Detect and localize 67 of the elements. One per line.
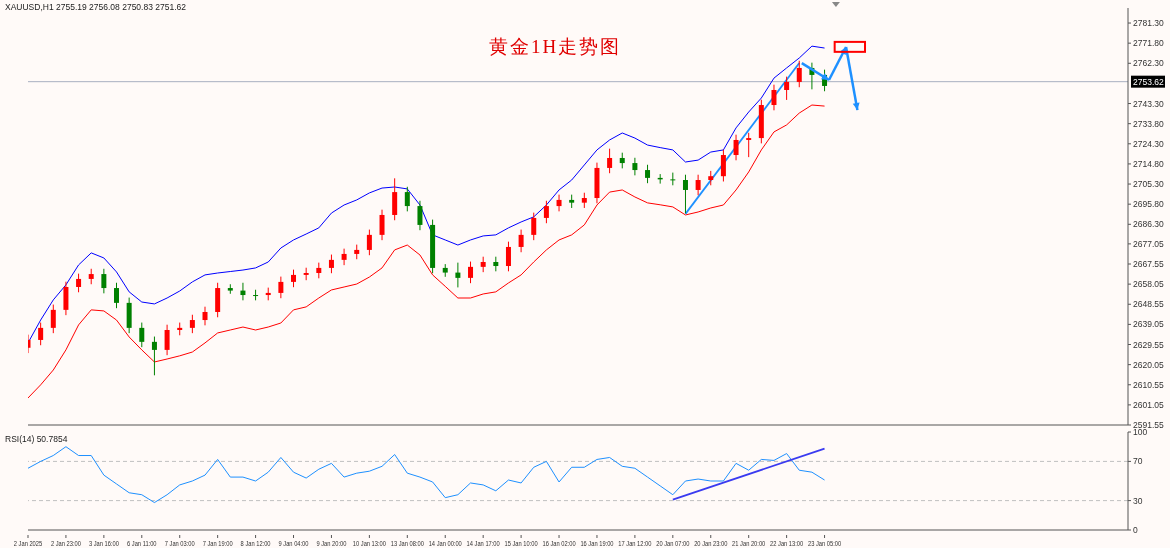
- candlestick: [682, 174, 688, 214]
- y-tick-label: 2695.80: [1133, 199, 1164, 210]
- y-tick-label: 2667.55: [1133, 259, 1164, 270]
- y-tick-label: 2629.55: [1133, 339, 1164, 350]
- candlestick: [215, 282, 221, 318]
- candlestick: [202, 306, 208, 326]
- candlestick: [796, 60, 802, 88]
- y-tick-label: 2601.05: [1133, 399, 1164, 410]
- candlestick: [556, 194, 562, 212]
- candlestick: [379, 209, 385, 241]
- candlestick: [518, 229, 524, 253]
- candlestick: [784, 76, 790, 101]
- candlestick: [114, 282, 120, 309]
- y-tick-label: 2610.55: [1133, 379, 1164, 390]
- candlestick: [341, 248, 347, 266]
- y-tick-label: 2714.80: [1133, 158, 1164, 169]
- y-tick-label: 2686.30: [1133, 219, 1164, 230]
- candlestick: [278, 276, 284, 299]
- y-tick-label: 2648.55: [1133, 299, 1164, 310]
- candlestick: [455, 262, 461, 288]
- candlestick: [632, 157, 638, 176]
- candlestick: [50, 304, 56, 334]
- candlestick: [733, 134, 739, 161]
- y-tick-label: 2705.30: [1133, 179, 1164, 190]
- candlestick: [645, 164, 651, 184]
- candlestick: [468, 261, 474, 284]
- candlestick: [720, 149, 726, 182]
- ref-line-label: 2753.62: [1133, 76, 1164, 87]
- candlestick: [417, 200, 423, 231]
- candlestick: [164, 324, 170, 356]
- y-tick-label: 2743.30: [1133, 98, 1164, 109]
- y-tick-label: 70: [1133, 456, 1143, 467]
- line-series: [28, 104, 826, 399]
- candlestick: [505, 241, 511, 272]
- candlestick: [139, 322, 145, 348]
- y-tick-label: 2771.80: [1133, 38, 1164, 49]
- candlestick: [746, 132, 752, 158]
- candlestick: [531, 212, 537, 241]
- candlestick: [392, 177, 398, 221]
- y-tick-label: 2658.05: [1133, 279, 1164, 290]
- candlestick: [101, 268, 107, 294]
- y-tick-label: 2639.05: [1133, 319, 1164, 330]
- y-tick-label: 2724.30: [1133, 138, 1164, 149]
- candlestick: [76, 273, 82, 293]
- candlestick: [695, 174, 701, 196]
- y-tick-label: 2762.30: [1133, 58, 1164, 69]
- line-series: [28, 446, 826, 504]
- candlestick: [189, 314, 195, 334]
- y-tick-label: 2781.30: [1133, 18, 1164, 29]
- y-tick-label: 0: [1133, 525, 1138, 536]
- candlestick: [607, 148, 613, 174]
- candlestick: [63, 281, 69, 316]
- text: 黄金1H走势图: [487, 35, 623, 59]
- candlestick: [771, 84, 777, 111]
- chart-title: RSI(14) 50.7854: [5, 434, 68, 444]
- chart-subtitle: XAUUSD,H1 2755.19 2756.08 2750.83 2751.62: [5, 2, 186, 12]
- y-tick-label: 2620.05: [1133, 359, 1164, 370]
- candlestick: [404, 186, 410, 212]
- candlestick: [240, 282, 246, 301]
- y-tick-label: 30: [1133, 495, 1143, 506]
- candlestick: [366, 229, 372, 256]
- y-tick-label: 2733.80: [1133, 118, 1164, 129]
- candlestick: [151, 336, 157, 376]
- candlestick: [328, 254, 334, 274]
- candlestick: [38, 322, 44, 346]
- candlestick: [543, 200, 549, 224]
- y-tick-label: 2677.05: [1133, 238, 1164, 249]
